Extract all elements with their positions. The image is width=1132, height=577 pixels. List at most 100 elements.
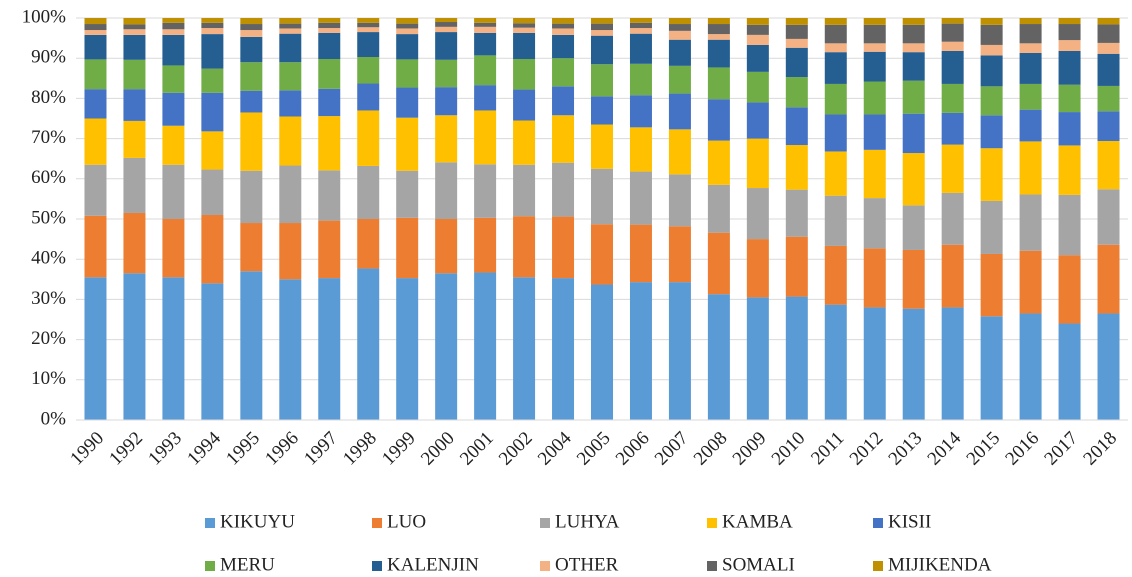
bar-segment xyxy=(396,117,419,171)
legend-label: MIJIKENDA xyxy=(888,554,992,575)
bar-segment xyxy=(785,24,808,39)
bar-segment xyxy=(591,18,613,24)
bar-segment xyxy=(824,24,847,44)
bar-segment xyxy=(201,169,224,215)
bar-segment xyxy=(357,165,380,219)
bar-segment xyxy=(474,164,497,218)
bar-segment xyxy=(357,18,380,23)
bar-segment xyxy=(824,245,847,305)
bar-segment xyxy=(1097,141,1120,190)
bar-segment xyxy=(240,90,263,113)
bar-segment xyxy=(941,307,964,420)
bar-segment xyxy=(1019,109,1042,142)
bar-segment xyxy=(668,129,691,175)
bar-segment xyxy=(824,151,847,196)
bar-segment xyxy=(513,23,536,28)
bar-segment xyxy=(902,18,925,25)
x-tick-label: 2002 xyxy=(495,428,537,470)
x-tick-label: 1990 xyxy=(66,428,108,470)
bar-segment xyxy=(396,87,419,118)
bar-segment xyxy=(474,18,497,23)
x-tick-label: 2012 xyxy=(846,428,888,470)
bar-segment xyxy=(591,168,613,225)
bar-segment xyxy=(1097,313,1120,420)
legend-label: KISII xyxy=(888,511,931,532)
bar-segment xyxy=(474,32,497,56)
bar-segment xyxy=(162,22,185,30)
bar-segment xyxy=(668,24,691,31)
legend-label: LUO xyxy=(387,511,426,532)
bar-segment xyxy=(396,23,419,29)
bar-segment xyxy=(123,29,146,35)
bar-segment xyxy=(240,271,263,420)
bar-segment xyxy=(474,85,497,111)
bar-segment xyxy=(1097,244,1120,314)
bar-segment xyxy=(201,68,224,93)
y-tick-label: 90% xyxy=(31,47,66,68)
legend-label: KIKUYU xyxy=(220,511,295,532)
bar-segment xyxy=(863,43,886,52)
bar-segment xyxy=(318,278,341,420)
bar-segment xyxy=(941,244,964,308)
bar-segment xyxy=(902,308,925,420)
bar-segment xyxy=(629,33,652,64)
bar-segment xyxy=(357,22,380,28)
bar-segment xyxy=(240,62,263,91)
bar-segment xyxy=(279,279,302,420)
legend-label: OTHER xyxy=(555,554,619,575)
bar-segment xyxy=(785,77,808,108)
bar-segment xyxy=(84,18,107,25)
x-tick-label: 2013 xyxy=(885,428,927,470)
bar-segment xyxy=(785,38,808,48)
bar-segment xyxy=(941,50,964,84)
bar-segment xyxy=(396,278,419,420)
bar-segment xyxy=(357,56,380,84)
bar-segment xyxy=(591,284,613,420)
bar-segment xyxy=(1097,111,1120,142)
bar-segment xyxy=(980,253,1003,317)
bar-segment xyxy=(474,110,497,165)
bar-segment xyxy=(1097,53,1120,86)
bar-segment xyxy=(824,83,847,115)
bar-segment xyxy=(785,107,808,146)
bar-segment xyxy=(279,90,302,117)
bar-segment xyxy=(746,34,769,45)
y-tick-label: 30% xyxy=(31,288,66,309)
bar-segment xyxy=(201,92,224,132)
bar-segment xyxy=(668,226,691,283)
bar-segment xyxy=(707,18,730,25)
x-tick-label: 1995 xyxy=(222,428,264,470)
bar-segment xyxy=(435,87,458,116)
bar-segment xyxy=(1058,112,1081,146)
x-tick-label: 1993 xyxy=(144,428,186,470)
bar-segment xyxy=(941,112,964,145)
bar-segment xyxy=(1019,24,1042,44)
bar-segment xyxy=(201,283,224,420)
bar-segment xyxy=(629,28,652,34)
bar-segment xyxy=(396,28,419,35)
bar-segment xyxy=(513,277,536,420)
legend-label: LUHYA xyxy=(555,511,620,532)
bar-segment xyxy=(863,24,886,44)
bar-segment xyxy=(435,18,458,23)
bar-segment xyxy=(863,51,886,82)
legend-swatch xyxy=(372,518,382,528)
bar-segment xyxy=(980,18,1003,25)
bar-segment xyxy=(1058,255,1081,324)
bar-segment xyxy=(513,27,536,33)
bar-segment xyxy=(123,34,146,60)
bar-segment xyxy=(552,86,575,116)
y-tick-label: 40% xyxy=(31,248,66,269)
bar-segment xyxy=(513,32,536,60)
bar-segment xyxy=(84,164,107,216)
bar-segment xyxy=(941,144,964,193)
bar-segment xyxy=(123,18,146,25)
bar-segment xyxy=(668,282,691,420)
bar-segment xyxy=(279,223,302,280)
bar-segment xyxy=(1058,194,1081,256)
bar-segment xyxy=(162,34,185,66)
bar-segment xyxy=(863,81,886,115)
legend-swatch xyxy=(205,518,215,528)
bar-segment xyxy=(785,145,808,190)
